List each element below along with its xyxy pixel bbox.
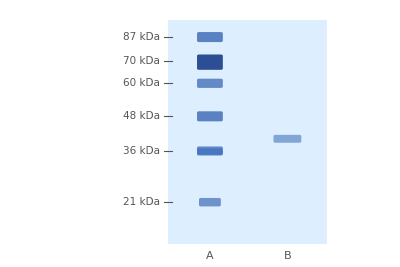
FancyBboxPatch shape <box>197 79 223 88</box>
Text: 87 kDa: 87 kDa <box>123 32 160 42</box>
Text: 36 kDa: 36 kDa <box>123 146 160 156</box>
FancyBboxPatch shape <box>274 135 301 143</box>
Text: B: B <box>284 251 291 261</box>
Text: 60 kDa: 60 kDa <box>124 78 160 88</box>
FancyBboxPatch shape <box>197 54 223 70</box>
FancyBboxPatch shape <box>199 198 221 206</box>
FancyBboxPatch shape <box>197 146 223 155</box>
FancyBboxPatch shape <box>168 20 327 245</box>
Text: A: A <box>206 251 214 261</box>
FancyBboxPatch shape <box>197 111 223 121</box>
Text: 48 kDa: 48 kDa <box>123 111 160 121</box>
FancyBboxPatch shape <box>197 148 223 156</box>
Text: 21 kDa: 21 kDa <box>123 197 160 207</box>
Text: 70 kDa: 70 kDa <box>124 56 160 66</box>
FancyBboxPatch shape <box>197 32 223 42</box>
